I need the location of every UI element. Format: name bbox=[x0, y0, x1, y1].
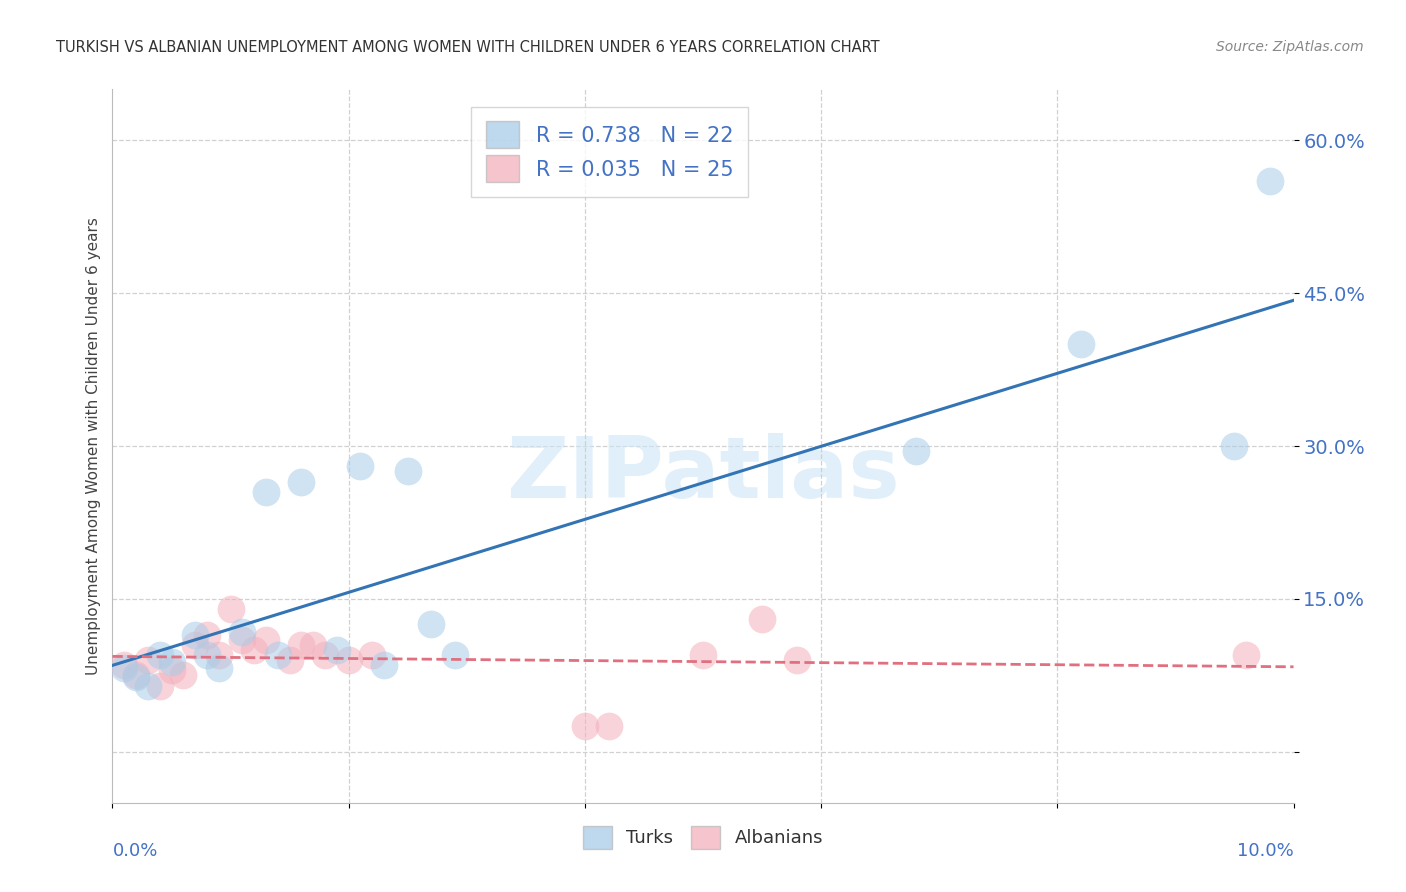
Point bbox=[692, 648, 714, 662]
Point bbox=[267, 648, 290, 662]
Point bbox=[219, 602, 242, 616]
Point bbox=[290, 475, 312, 489]
Point bbox=[254, 632, 277, 647]
Point bbox=[231, 632, 253, 647]
Point bbox=[172, 668, 194, 682]
Point bbox=[349, 459, 371, 474]
Point bbox=[598, 719, 620, 733]
Y-axis label: Unemployment Among Women with Children Under 6 years: Unemployment Among Women with Children U… bbox=[86, 217, 101, 675]
Point bbox=[361, 648, 384, 662]
Point bbox=[136, 679, 159, 693]
Point bbox=[254, 484, 277, 499]
Text: TURKISH VS ALBANIAN UNEMPLOYMENT AMONG WOMEN WITH CHILDREN UNDER 6 YEARS CORRELA: TURKISH VS ALBANIAN UNEMPLOYMENT AMONG W… bbox=[56, 40, 880, 55]
Point bbox=[290, 638, 312, 652]
Point bbox=[420, 617, 443, 632]
Point bbox=[314, 648, 336, 662]
Point bbox=[243, 643, 266, 657]
Point bbox=[786, 653, 808, 667]
Point bbox=[184, 627, 207, 641]
Point bbox=[326, 643, 349, 657]
Point bbox=[112, 661, 135, 675]
Text: Source: ZipAtlas.com: Source: ZipAtlas.com bbox=[1216, 40, 1364, 54]
Point bbox=[302, 638, 325, 652]
Point bbox=[337, 653, 360, 667]
Text: 10.0%: 10.0% bbox=[1237, 842, 1294, 860]
Point bbox=[904, 444, 927, 458]
Point bbox=[1223, 439, 1246, 453]
Point bbox=[208, 661, 231, 675]
Point bbox=[149, 648, 172, 662]
Point bbox=[160, 655, 183, 669]
Point bbox=[574, 719, 596, 733]
Point bbox=[444, 648, 467, 662]
Point bbox=[195, 627, 218, 641]
Legend: Turks, Albanians: Turks, Albanians bbox=[574, 817, 832, 858]
Point bbox=[1234, 648, 1257, 662]
Point bbox=[112, 658, 135, 673]
Point bbox=[231, 624, 253, 639]
Point bbox=[125, 670, 148, 684]
Point bbox=[1070, 337, 1092, 351]
Point bbox=[373, 658, 395, 673]
Point bbox=[184, 638, 207, 652]
Point bbox=[278, 653, 301, 667]
Point bbox=[1258, 174, 1281, 188]
Text: ZIPatlas: ZIPatlas bbox=[506, 433, 900, 516]
Point bbox=[751, 612, 773, 626]
Point bbox=[195, 648, 218, 662]
Text: 0.0%: 0.0% bbox=[112, 842, 157, 860]
Point bbox=[149, 679, 172, 693]
Point bbox=[396, 465, 419, 479]
Point bbox=[160, 663, 183, 677]
Point bbox=[125, 668, 148, 682]
Point bbox=[208, 648, 231, 662]
Point bbox=[136, 653, 159, 667]
